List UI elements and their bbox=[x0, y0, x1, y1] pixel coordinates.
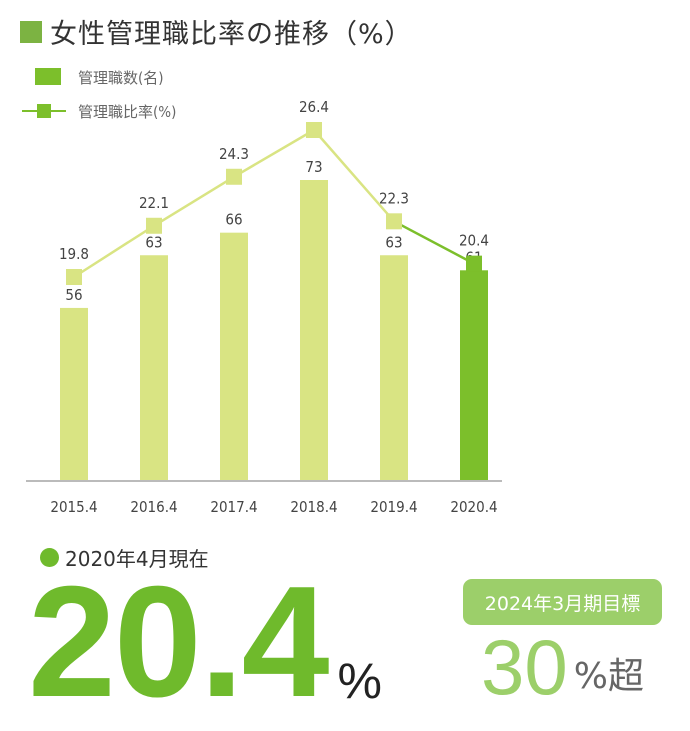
chart: 管理職数(名) 管理職比率(%) 566366736361 19.822.124… bbox=[22, 68, 502, 516]
rate-value-label: 24.3 bbox=[219, 145, 249, 163]
bar-2017.4 bbox=[220, 232, 248, 481]
legend-bar-label: 管理職数(名) bbox=[78, 69, 164, 87]
bar-value-label: 66 bbox=[225, 211, 242, 229]
target-box: 2024年3月期目標 30 %超 bbox=[463, 579, 662, 707]
current-ratio-unit: % bbox=[337, 653, 382, 709]
x-tick-label: 2015.4 bbox=[50, 498, 97, 516]
target-value: 30 bbox=[481, 623, 568, 711]
rate-value-label: 22.3 bbox=[379, 189, 409, 207]
rate-value-label: 20.4 bbox=[459, 232, 489, 250]
line-series: 19.8 22.1 24.3 26.4 22.3 20.4 bbox=[59, 98, 489, 285]
x-tick-label: 2020.4 bbox=[450, 498, 497, 516]
line-segment bbox=[153, 175, 235, 227]
line-marker-icon bbox=[466, 255, 482, 272]
title-square-icon bbox=[20, 20, 42, 43]
bar-series: 566366736361 bbox=[60, 158, 488, 481]
legend-bar-swatch-icon bbox=[35, 68, 61, 85]
line-segment bbox=[393, 220, 475, 265]
chart-title: 女性管理職比率の推移（%） bbox=[20, 12, 413, 51]
target-unit: %超 bbox=[573, 656, 644, 697]
x-tick-label: 2019.4 bbox=[370, 498, 417, 516]
line-marker-icon bbox=[226, 168, 242, 185]
line-segment bbox=[73, 224, 155, 279]
x-tick-label: 2017.4 bbox=[210, 498, 257, 516]
legend-line-label: 管理職比率(%) bbox=[78, 103, 176, 121]
bar-value-label: 63 bbox=[385, 233, 402, 251]
bar-value-label: 63 bbox=[145, 233, 162, 251]
bar-2015.4 bbox=[60, 307, 88, 481]
target-badge: 2024年3月期目標 bbox=[463, 579, 662, 625]
as-of-text: 2020年4月現在 bbox=[65, 547, 209, 571]
x-tick-label: 2018.4 bbox=[290, 498, 337, 516]
bar-value-label: 56 bbox=[65, 286, 82, 304]
legend-marker-icon bbox=[37, 104, 51, 118]
bar-2019.4 bbox=[380, 255, 408, 481]
x-axis-labels: 2015.4 2016.4 2017.4 2018.4 2019.4 2020.4 bbox=[50, 498, 497, 516]
legend: 管理職数(名) 管理職比率(%) bbox=[22, 68, 176, 121]
x-tick-label: 2016.4 bbox=[130, 498, 177, 516]
line-segment bbox=[313, 129, 395, 223]
bar-value-label: 73 bbox=[305, 158, 322, 176]
as-of-label: 2020年4月現在 bbox=[40, 543, 209, 572]
current-ratio-value: 20.4 bbox=[28, 554, 330, 730]
rate-value-label: 26.4 bbox=[299, 98, 329, 116]
current-ratio: 20.4 % bbox=[28, 554, 382, 730]
rate-value-label: 19.8 bbox=[59, 245, 89, 263]
line-segment bbox=[233, 128, 315, 178]
line-marker-icon bbox=[66, 269, 82, 285]
chart-title-text: 女性管理職比率の推移（%） bbox=[50, 19, 413, 50]
rate-value-label: 22.1 bbox=[139, 194, 169, 212]
bullet-dot-icon bbox=[40, 548, 59, 567]
target-value-row: 30 %超 bbox=[463, 627, 662, 707]
line-marker-icon bbox=[386, 213, 402, 230]
bar-2020.4 bbox=[460, 270, 488, 481]
bar-2016.4 bbox=[140, 255, 168, 481]
line-marker-icon bbox=[306, 122, 322, 138]
bar-2018.4 bbox=[300, 180, 328, 481]
line-marker-icon bbox=[146, 217, 162, 234]
